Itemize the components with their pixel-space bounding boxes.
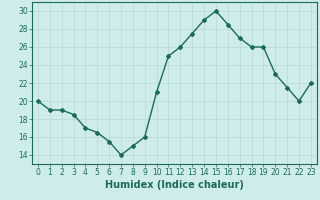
- X-axis label: Humidex (Indice chaleur): Humidex (Indice chaleur): [105, 180, 244, 190]
